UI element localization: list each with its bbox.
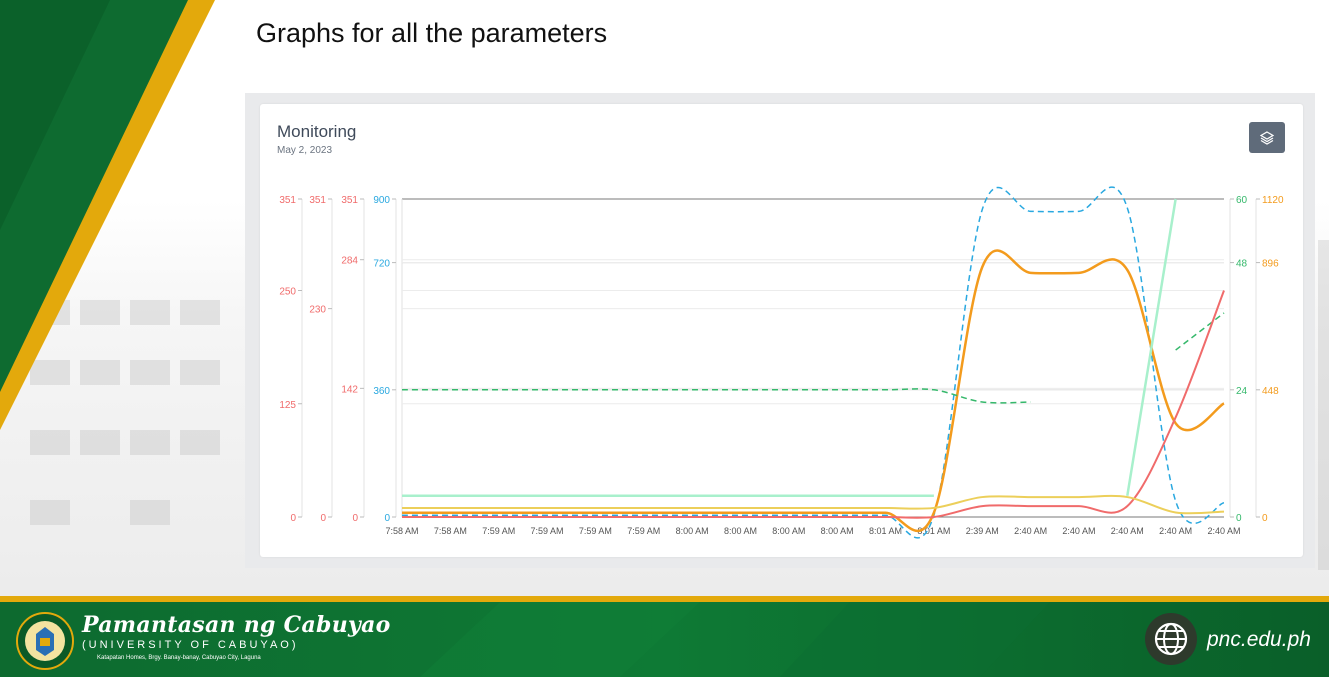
y-tick-label-a6-0: 0 <box>1262 513 1268 524</box>
monitoring-chart: 0 125 250 351 0 230 351 0 142 284 351 0 360 720 900 0 24… <box>279 186 1284 539</box>
x-tick-label-2: 7:59 AM <box>482 526 515 536</box>
y-tick-label-a6-1120: 1120 <box>1262 195 1284 206</box>
y-tick-label-a1-250: 250 <box>279 287 296 298</box>
x-tick-label-16: 2:40 AM <box>1159 526 1192 536</box>
y-tick-label-a2-230: 230 <box>309 305 326 316</box>
slide-title: Graphs for all the parameters <box>256 18 608 48</box>
card-title: Monitoring <box>277 122 357 141</box>
y-tick-label-a6-896: 896 <box>1262 259 1279 270</box>
y-tick-label-a6-448: 448 <box>1262 386 1279 397</box>
series-line-1-0 <box>402 249 1225 533</box>
y-tick-label-a4-900: 900 <box>373 195 390 206</box>
y-tick-label-a5-0: 0 <box>1236 513 1242 524</box>
x-tick-label-0: 7:58 AM <box>385 526 418 536</box>
y-tick-label-a3-142: 142 <box>341 384 358 395</box>
layers-button[interactable] <box>1249 122 1285 153</box>
university-name: Pamantasan ng Cabuyao <box>82 612 391 638</box>
x-tick-label-10: 8:01 AM <box>869 526 902 536</box>
university-subtitle: (UNIVERSITY OF CABUYAO) <box>82 639 299 651</box>
y-tick-label-a5-60: 60 <box>1236 195 1248 206</box>
x-tick-label-15: 2:40 AM <box>1111 526 1144 536</box>
series-line-2-1 <box>1175 312 1225 351</box>
y-tick-label-a1-351: 351 <box>279 195 296 206</box>
x-tick-label-5: 7:59 AM <box>627 526 660 536</box>
globe-button[interactable] <box>1145 613 1197 665</box>
y-tick-label-a2-0: 0 <box>320 513 326 524</box>
y-tick-label-a5-24: 24 <box>1236 386 1248 397</box>
x-tick-label-13: 2:40 AM <box>1014 526 1047 536</box>
card-date: May 2, 2023 <box>277 145 333 156</box>
x-tick-label-12: 2:39 AM <box>966 526 999 536</box>
series-line-0-0 <box>402 186 1225 539</box>
y-tick-label-a4-720: 720 <box>373 259 390 270</box>
y-tick-label-a4-360: 360 <box>373 386 390 397</box>
series-line-2-0 <box>402 388 1031 404</box>
university-address: Katapatan Homes, Brgy. Banay-banay, Cabu… <box>97 655 261 661</box>
x-tick-label-9: 8:00 AM <box>821 526 854 536</box>
y-tick-label-a3-0: 0 <box>352 513 358 524</box>
globe-icon <box>1154 622 1188 656</box>
x-tick-label-7: 8:00 AM <box>724 526 757 536</box>
y-tick-label-a1-125: 125 <box>279 400 296 411</box>
x-tick-label-1: 7:58 AM <box>434 526 467 536</box>
series-line-3-0 <box>402 290 1225 519</box>
y-tick-label-a1-0: 0 <box>290 513 296 524</box>
series-line-6-0 <box>1126 198 1177 497</box>
y-tick-label-a3-351: 351 <box>341 195 358 206</box>
x-tick-label-14: 2:40 AM <box>1062 526 1095 536</box>
x-tick-label-17: 2:40 AM <box>1207 526 1240 536</box>
seal-logo-icon <box>16 612 74 670</box>
y-tick-label-a2-351: 351 <box>309 195 326 206</box>
x-tick-label-11: 8:01 AM <box>917 526 950 536</box>
y-tick-label-a3-284: 284 <box>341 256 358 267</box>
x-tick-label-6: 8:00 AM <box>676 526 709 536</box>
y-tick-label-a5-48: 48 <box>1236 259 1248 270</box>
website-link[interactable]: pnc.edu.ph <box>1207 628 1311 651</box>
x-tick-label-4: 7:59 AM <box>579 526 612 536</box>
x-tick-label-8: 8:00 AM <box>772 526 805 536</box>
x-tick-label-3: 7:59 AM <box>531 526 564 536</box>
layers-icon <box>1260 130 1274 145</box>
y-tick-label-a4-0: 0 <box>384 513 390 524</box>
series-line-4-0 <box>401 494 1225 515</box>
